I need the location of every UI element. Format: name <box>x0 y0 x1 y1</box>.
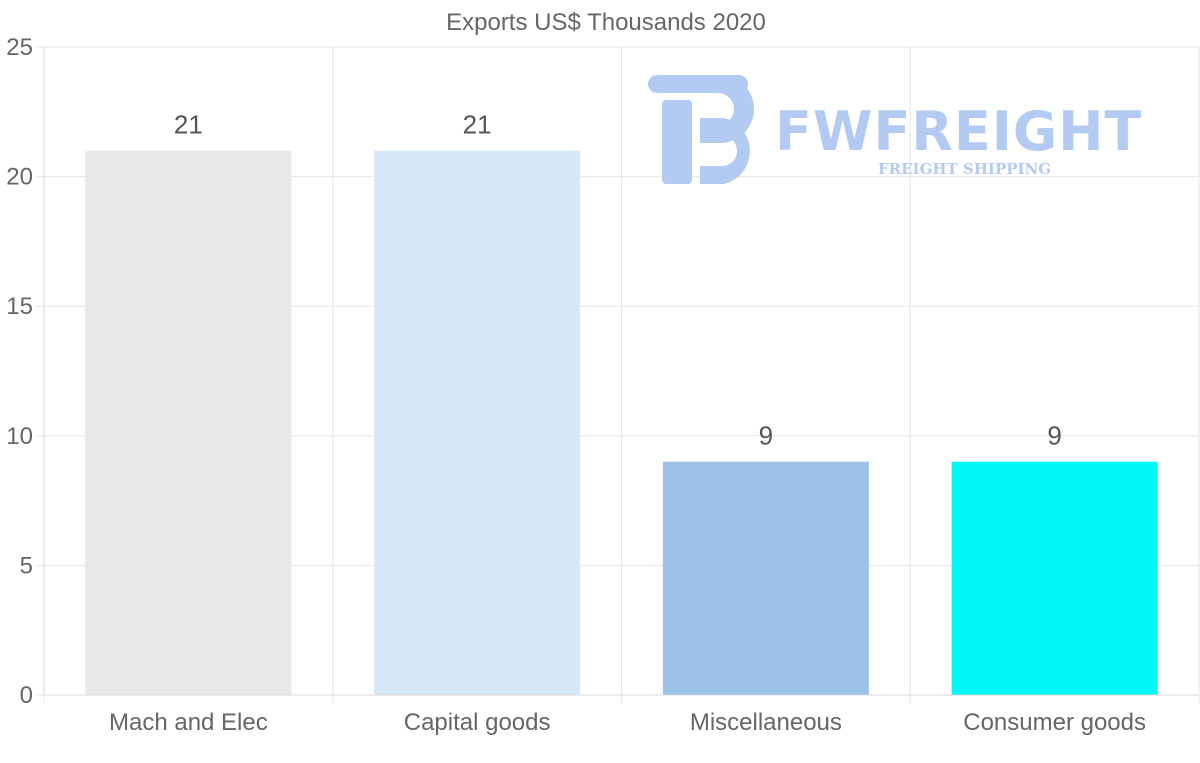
x-tick-label: Consumer goods <box>963 709 1146 736</box>
y-tick-label: 20 <box>6 164 33 191</box>
data-label: 9 <box>1047 421 1061 451</box>
bar-consumer-goods <box>951 461 1158 695</box>
y-tick-label: 10 <box>6 423 33 450</box>
bar-miscellaneous <box>662 461 869 695</box>
chart-title: Exports US$ Thousands 2020 <box>446 9 766 36</box>
bar-mach-and-elec <box>85 150 292 695</box>
bars <box>85 150 1158 695</box>
x-tick-label: Miscellaneous <box>690 709 842 736</box>
bar-capital-goods <box>374 150 581 695</box>
y-tick-label: 25 <box>6 34 33 61</box>
data-label: 9 <box>759 421 773 451</box>
watermark-logo: FWFREIGHT FREIGHT SHIPPING <box>648 75 1142 184</box>
y-tick-label: 5 <box>20 552 33 579</box>
y-tick-label: 15 <box>6 293 33 320</box>
data-label: 21 <box>174 110 203 140</box>
watermark-f-icon <box>648 75 754 184</box>
data-labels: 21 21 9 9 <box>174 110 1062 451</box>
data-label: 21 <box>463 110 492 140</box>
axes: 0 5 10 15 20 25 Mach and Elec Capital goods Misc… <box>6 34 1199 736</box>
x-tick-label: Capital goods <box>404 709 551 736</box>
y-tick-label: 0 <box>20 682 33 709</box>
watermark-tagline: FREIGHT SHIPPING <box>878 160 1051 178</box>
x-tick-label: Mach and Elec <box>109 709 268 736</box>
watermark-brand: FWFREIGHT <box>775 100 1142 163</box>
